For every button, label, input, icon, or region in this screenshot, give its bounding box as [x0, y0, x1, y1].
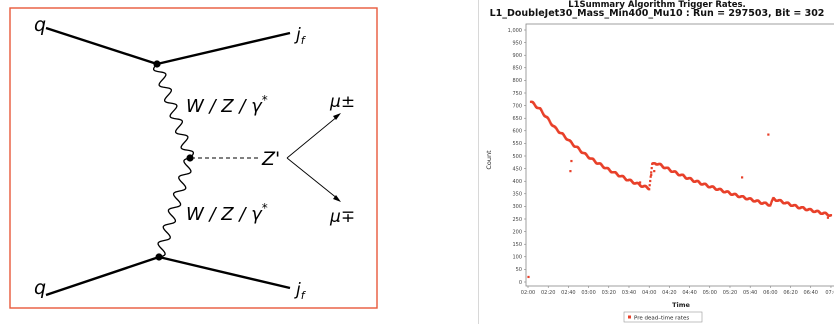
y-tick-label: 700: [512, 103, 522, 109]
data-point: [650, 173, 653, 176]
x-tick-label: 03:40: [622, 290, 636, 296]
y-tick-label: 0: [519, 280, 522, 286]
data-point: [769, 204, 772, 207]
boson-propagator-top: [153, 63, 194, 159]
quark-line-bottom: [45, 255, 160, 297]
y-tick-label: 600: [512, 129, 522, 135]
data-point: [650, 171, 653, 174]
vertex-top: [153, 60, 161, 68]
data-point: [648, 184, 651, 187]
chart-canvas: 0 50 100 150 200 250 300 350 400 450 500 550 600 650 7…: [485, 23, 834, 323]
x-tick-label: 06:00: [763, 290, 777, 296]
label-q-bottom: q: [34, 277, 46, 299]
data-point: [648, 188, 651, 191]
x-tick-label: 02:20: [541, 290, 555, 296]
x-tick-label: 06:20: [783, 290, 797, 296]
x-tick-label: 03:00: [581, 290, 595, 296]
y-tick-label: 400: [512, 179, 522, 185]
quark-line-top: [45, 26, 158, 66]
x-tick-label: 05:20: [723, 290, 737, 296]
data-point: [770, 199, 773, 203]
data-point: [639, 181, 642, 184]
x-tick-label: 07:0: [825, 290, 834, 296]
label-mu-top: μ±: [329, 92, 355, 112]
muon-arrow-top-icon: [333, 113, 341, 120]
trigger-rate-chart: L1Summary Algorithm Trigger Rates. L1_Do…: [480, 0, 834, 324]
data-point: [770, 201, 773, 204]
muon-arrow-bottom-icon: [333, 195, 341, 202]
y-tick-label: 350: [512, 192, 522, 198]
label-q-top: q: [34, 14, 46, 36]
legend: Pre dead–time rates: [623, 311, 703, 323]
data-point: [569, 170, 572, 173]
data-point: [769, 202, 772, 205]
feynman-diagram: q q jf jf W / Z / γ* W / Z / γ* Z' μ± μ∓: [9, 7, 378, 309]
legend-box: [623, 311, 703, 323]
x-tick-label: 02:40: [561, 290, 575, 296]
data-point: [767, 133, 770, 136]
chart-subtitle: L1_DoubleJet30_Mass_Min400_Mu10 : Run = …: [489, 8, 825, 19]
x-axis-label: Time: [672, 301, 690, 309]
legend-label: Pre dead–time rates: [634, 316, 689, 322]
legend-marker: [628, 315, 631, 319]
x-tick-label: 04:00: [642, 290, 656, 296]
label-zprime: Z': [261, 148, 280, 170]
jet-line-bottom: [158, 255, 291, 290]
y-tick-label: 100: [512, 255, 522, 261]
boson-propagator-bottom: [157, 157, 192, 258]
y-tick-label: 500: [512, 154, 522, 160]
y-tick-label: 850: [512, 66, 522, 72]
data-point: [829, 214, 833, 217]
y-tick-label: 250: [512, 217, 522, 223]
data-point: [649, 175, 652, 178]
x-tick-label: 02:00: [521, 290, 535, 296]
x-tick-label: 05:00: [703, 290, 717, 296]
y-tick-label: 50: [516, 267, 522, 273]
y-tick-label: 650: [512, 116, 522, 122]
label-boson-bottom: W / Z / γ*: [186, 201, 268, 225]
y-axis-label: Count: [485, 150, 493, 170]
y-tick-label: 150: [512, 242, 522, 248]
data-point: [653, 170, 656, 173]
label-boson-top: W / Z / γ*: [186, 93, 268, 117]
muon-line-top: [286, 115, 339, 159]
data-point: [570, 159, 573, 163]
data-point: [649, 179, 652, 183]
y-tick-label: 1,000: [508, 28, 522, 34]
label-jf-bottom: jf: [294, 280, 307, 302]
y-tick-label: 200: [512, 229, 522, 235]
jet-line-top: [156, 31, 291, 66]
label-jf-top: jf: [294, 25, 307, 47]
chart-title: L1Summary Algorithm Trigger Rates.: [568, 0, 746, 10]
data-point: [527, 275, 530, 279]
data-point: [826, 216, 830, 219]
label-mu-bottom: μ∓: [329, 207, 355, 227]
y-tick-label: 450: [512, 166, 522, 172]
data-point: [741, 176, 744, 179]
x-tick-label: 04:40: [682, 290, 696, 296]
vertex-middle: [186, 154, 194, 162]
x-tick-label: 04:20: [662, 290, 676, 296]
muon-line-bottom: [286, 157, 339, 200]
x-tick-label: 06:40: [804, 290, 818, 296]
y-tick-label: 550: [512, 141, 522, 147]
y-tick-label: 900: [512, 53, 522, 59]
y-tick-label: 950: [512, 40, 522, 46]
y-tick-label: 750: [512, 91, 522, 97]
diagram-frame: [9, 7, 378, 309]
plot-frame: [525, 23, 834, 287]
y-tick-label: 300: [512, 204, 522, 210]
x-tick-label: 05:40: [743, 290, 757, 296]
vertex-bottom: [155, 253, 163, 261]
data-point: [650, 167, 653, 170]
x-tick-label: 03:20: [602, 290, 616, 296]
y-tick-label: 800: [512, 78, 522, 84]
panel-divider: [478, 0, 479, 324]
